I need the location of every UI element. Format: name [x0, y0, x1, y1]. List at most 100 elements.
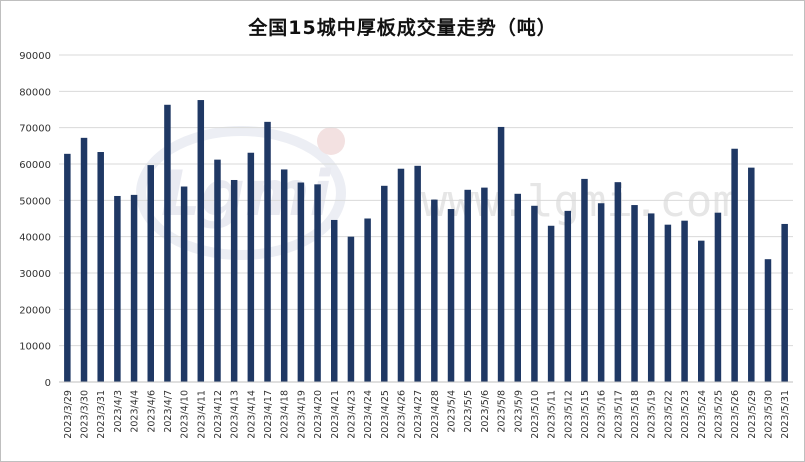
bar — [731, 148, 738, 382]
x-tick-label: 2023/5/25 — [713, 390, 724, 439]
bar — [531, 205, 538, 382]
bar — [464, 189, 471, 382]
x-tick-label: 2023/3/29 — [63, 390, 74, 439]
bar — [80, 137, 88, 382]
bar — [614, 182, 622, 382]
bar — [314, 184, 321, 382]
x-tick-label: 2023/4/4 — [130, 390, 141, 433]
bar — [414, 165, 421, 382]
x-tick-label: 2023/5/6 — [480, 390, 491, 433]
y-tick-label: 0 — [45, 378, 51, 389]
bar — [714, 212, 722, 382]
bar — [331, 219, 338, 382]
x-tick-label: 2023/5/29 — [747, 390, 758, 439]
bar — [114, 195, 121, 382]
x-axis: 2023/3/29 2023/3/30 2023/3/31 2023/4/3 2023/… — [59, 381, 793, 439]
bar — [347, 236, 355, 382]
x-tick-label: 2023/4/18 — [280, 390, 291, 439]
bar — [647, 213, 655, 382]
bar — [280, 169, 288, 382]
bar — [381, 185, 388, 382]
bar — [64, 153, 71, 382]
bar — [764, 259, 772, 382]
watermark: Lgmi www.lgmi.com — [136, 126, 739, 260]
x-tick-label: 2023/5/30 — [763, 390, 774, 439]
bar — [147, 165, 154, 382]
bar — [564, 210, 572, 382]
x-tick-label: 2023/5/11 — [547, 390, 558, 439]
bar — [364, 218, 371, 382]
bar — [447, 209, 455, 382]
y-tick-label: 20000 — [19, 305, 51, 316]
bar — [547, 225, 555, 382]
x-tick-label: 2023/4/3 — [113, 390, 124, 433]
y-tick-label: 70000 — [19, 124, 51, 135]
bar — [698, 240, 705, 382]
x-tick-label: 2023/5/9 — [513, 390, 524, 433]
bar — [97, 152, 104, 382]
bar — [597, 203, 605, 382]
x-tick-label: 2023/4/13 — [230, 390, 241, 439]
bar — [180, 186, 188, 382]
x-tick-label: 2023/5/18 — [630, 390, 641, 439]
x-tick-label: 2023/4/17 — [263, 390, 274, 439]
x-tick-label: 2023/4/12 — [213, 390, 224, 439]
x-tick-label: 2023/5/26 — [730, 390, 741, 439]
y-tick-label: 30000 — [19, 269, 51, 280]
x-tick-label: 2023/5/8 — [497, 390, 508, 433]
bar — [214, 159, 221, 382]
watermark-text: www.lgmi.com — [421, 176, 739, 227]
bar — [664, 224, 672, 382]
bar — [397, 168, 405, 382]
bar — [247, 152, 255, 382]
bar — [431, 199, 438, 382]
x-tick-label: 2023/3/31 — [96, 390, 107, 439]
x-tick-label: 2023/4/24 — [363, 390, 374, 439]
x-tick-label: 2023/4/7 — [163, 390, 174, 433]
y-tick-label: 80000 — [19, 87, 51, 98]
bars — [64, 100, 788, 382]
bar — [497, 126, 505, 382]
watermark-logo-ring — [136, 126, 346, 260]
bar — [581, 178, 588, 382]
x-tick-label: 2023/5/5 — [463, 390, 474, 433]
x-tick-label: 2023/5/22 — [663, 390, 674, 439]
y-tick-label: 50000 — [19, 196, 51, 207]
y-tick-label: 40000 — [19, 233, 51, 244]
x-tick-label: 2023/4/28 — [430, 390, 441, 439]
x-tick-label: 2023/4/25 — [380, 390, 391, 439]
x-tick-label: 2023/4/21 — [330, 390, 341, 439]
x-tick-label: 2023/5/23 — [680, 390, 691, 439]
x-tick-label: 2023/4/10 — [180, 390, 191, 439]
x-tick-label: 2023/4/23 — [346, 390, 357, 439]
x-tick-label: 2023/4/11 — [196, 390, 207, 439]
x-tick-label: 2023/5/24 — [697, 390, 708, 439]
bar — [631, 205, 638, 382]
y-tick-label: 90000 — [19, 51, 51, 62]
x-tick-label: 2023/4/19 — [296, 390, 307, 439]
bar — [748, 167, 755, 382]
bar — [130, 194, 138, 382]
bar — [781, 223, 788, 382]
x-tick-label: 2023/5/15 — [580, 390, 591, 439]
bar — [164, 104, 171, 382]
x-tick-label: 2023/4/27 — [413, 390, 424, 439]
y-tick-label: 10000 — [19, 342, 51, 353]
y-axis: 0 10000 20000 30000 40000 50000 60000 70000 8000… — [19, 51, 51, 389]
x-tick-label: 2023/5/12 — [563, 390, 574, 439]
y-tick-label: 60000 — [19, 160, 51, 171]
x-tick-label: 2023/5/10 — [530, 390, 541, 439]
chart-title: 全国15城中厚板成交量走势（吨） — [248, 17, 557, 39]
x-tick-label: 2023/3/30 — [80, 390, 91, 439]
x-tick-label: 2023/5/4 — [447, 390, 458, 433]
bar — [297, 182, 305, 382]
x-tick-label: 2023/4/14 — [246, 390, 257, 439]
x-tick-label: 2023/5/19 — [647, 390, 658, 439]
x-tick-label: 2023/5/17 — [613, 390, 624, 439]
bar — [481, 187, 488, 382]
x-tick-label: 2023/4/26 — [396, 390, 407, 439]
x-tick-label: 2023/5/16 — [597, 390, 608, 439]
bar — [197, 100, 205, 382]
